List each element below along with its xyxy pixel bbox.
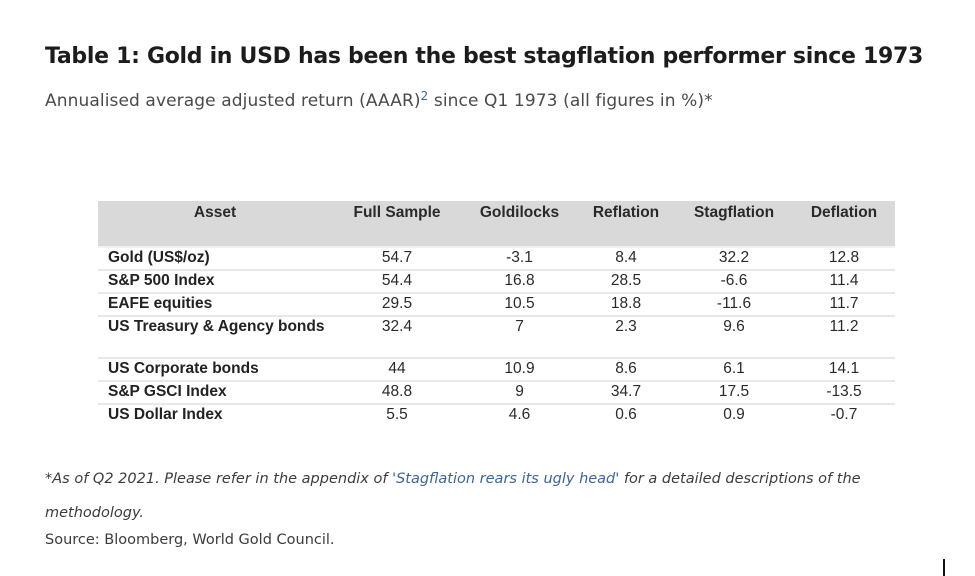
cell-deflation: 12.8 (793, 246, 895, 270)
cell-goldilocks: 9 (462, 380, 577, 404)
footnote: *As of Q2 2021. Please refer in the appe… (45, 462, 945, 530)
subtitle: Annualised average adjusted return (AAAR… (45, 89, 713, 111)
cell-reflation: 28.5 (577, 269, 675, 293)
header-asset: Asset (98, 201, 332, 247)
cell-reflation: 18.8 (577, 292, 675, 316)
cell-full-sample: 54.7 (332, 246, 462, 270)
subtitle-text: Annualised average adjusted return (AAAR… (45, 91, 421, 111)
cell-deflation: 11.4 (793, 269, 895, 293)
header-reflation: Reflation (577, 201, 675, 247)
table-row: US Dollar Index 5.5 4.6 0.6 0.9 -0.7 (98, 403, 895, 426)
cell-deflation: 14.1 (793, 357, 895, 381)
cell-stagflation: 32.2 (675, 246, 793, 270)
cell-full-sample: 29.5 (332, 292, 462, 316)
cell-reflation: 8.6 (577, 357, 675, 381)
cell-goldilocks: 16.8 (462, 269, 577, 293)
asset-name: US Treasury & Agency bonds (98, 315, 332, 358)
cell-goldilocks: 4.6 (462, 403, 577, 426)
asset-name: S&P 500 Index (98, 269, 332, 293)
cell-stagflation: 6.1 (675, 357, 793, 381)
table-row: EAFE equities 29.5 10.5 18.8 -11.6 11.7 (98, 292, 895, 316)
returns-table: Asset Full Sample Goldilocks Reflation S… (98, 201, 895, 426)
asset-name: Gold (US$/oz) (98, 246, 332, 270)
header-full-sample: Full Sample (332, 201, 462, 247)
cell-deflation: -13.5 (793, 380, 895, 404)
header-stagflation: Stagflation (675, 201, 793, 247)
table-row: US Treasury & Agency bonds 32.4 7 2.3 9.… (98, 315, 895, 358)
asset-name: S&P GSCI Index (98, 380, 332, 404)
cell-full-sample: 48.8 (332, 380, 462, 404)
table-header-row: Asset Full Sample Goldilocks Reflation S… (98, 201, 895, 247)
cell-full-sample: 44 (332, 357, 462, 381)
page-title: Table 1: Gold in USD has been the best s… (45, 44, 924, 69)
cell-full-sample: 5.5 (332, 403, 462, 426)
cell-stagflation: 9.6 (675, 315, 793, 358)
cell-stagflation: 17.5 (675, 380, 793, 404)
footnote-text-tail: for a detailed descriptions of the metho… (45, 471, 861, 521)
cell-reflation: 34.7 (577, 380, 675, 404)
cell-goldilocks: 7 (462, 315, 577, 358)
subtitle-text-tail: since Q1 1973 (all figures in %)* (428, 91, 713, 111)
cell-stagflation: 0.9 (675, 403, 793, 426)
cell-goldilocks: 10.9 (462, 357, 577, 381)
asset-name: US Corporate bonds (98, 357, 332, 381)
cell-deflation: -0.7 (793, 403, 895, 426)
table-row: Gold (US$/oz) 54.7 -3.1 8.4 32.2 12.8 (98, 246, 895, 270)
footnote-text: *As of Q2 2021. Please refer in the appe… (45, 471, 393, 487)
source-note: Source: Bloomberg, World Gold Council. (45, 532, 335, 548)
asset-name: EAFE equities (98, 292, 332, 316)
cell-full-sample: 54.4 (332, 269, 462, 293)
cell-goldilocks: -3.1 (462, 246, 577, 270)
text-cursor-icon (943, 559, 945, 576)
cell-deflation: 11.2 (793, 315, 895, 358)
cell-full-sample: 32.4 (332, 315, 462, 358)
report-link[interactable]: 'Stagflation rears its ugly head' (392, 471, 620, 487)
table-row: S&P GSCI Index 48.8 9 34.7 17.5 -13.5 (98, 380, 895, 404)
cell-reflation: 8.4 (577, 246, 675, 270)
cell-goldilocks: 10.5 (462, 292, 577, 316)
table-row: US Corporate bonds 44 10.9 8.6 6.1 14.1 (98, 357, 895, 381)
footnote-superscript[interactable]: 2 (420, 89, 429, 103)
header-deflation: Deflation (793, 201, 895, 247)
asset-name: US Dollar Index (98, 403, 332, 426)
cell-stagflation: -6.6 (675, 269, 793, 293)
cell-reflation: 0.6 (577, 403, 675, 426)
cell-reflation: 2.3 (577, 315, 675, 358)
cell-stagflation: -11.6 (675, 292, 793, 316)
header-goldilocks: Goldilocks (462, 201, 577, 247)
cell-deflation: 11.7 (793, 292, 895, 316)
table-row: S&P 500 Index 54.4 16.8 28.5 -6.6 11.4 (98, 269, 895, 293)
